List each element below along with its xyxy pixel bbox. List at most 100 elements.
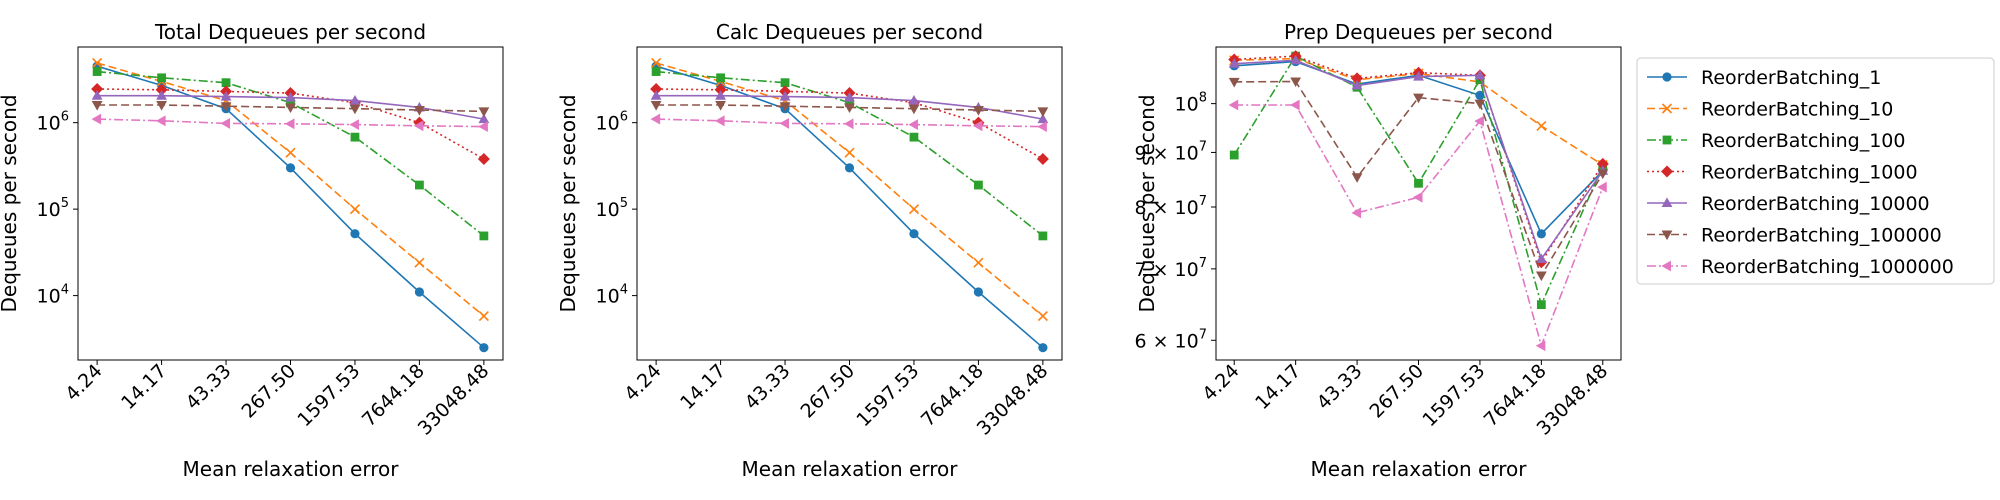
data-point (91, 90, 103, 100)
legend-item: ReorderBatching_100 (1647, 130, 1905, 152)
x-tick-label: 1597.53 (293, 360, 364, 431)
data-point (1413, 71, 1424, 81)
data-point (844, 163, 855, 173)
data-point (779, 91, 791, 101)
data-point (1475, 90, 1485, 100)
data-point (1474, 99, 1486, 110)
data-point (1038, 231, 1048, 241)
y-tick-exponent: 6 (61, 110, 69, 125)
legend-label: ReorderBatching_10 (1701, 99, 1893, 121)
series-ReorderBatching_100 (651, 67, 1048, 241)
data-point (909, 229, 919, 239)
data-point (220, 118, 231, 129)
data-point (413, 120, 424, 132)
y-tick-base: 10 (1175, 330, 1199, 352)
data-point (1535, 340, 1546, 352)
legend-marker (1662, 72, 1672, 82)
data-point (908, 94, 920, 105)
y-tick-exponent: 4 (620, 283, 628, 298)
x-tick-label: 4.24 (1198, 360, 1243, 405)
x-tick-label: 43.33 (741, 360, 795, 414)
x-tick-label: 33048.48 (414, 360, 494, 440)
y-tick-exponent: 7 (1199, 256, 1207, 271)
data-point (1037, 107, 1049, 117)
y-tick-exponent: 7 (1199, 194, 1207, 209)
data-point (779, 118, 790, 129)
data-point (1290, 99, 1300, 111)
series-ReorderBatching_10000 (1228, 54, 1609, 264)
series-ReorderBatching_100000 (91, 101, 490, 117)
chart-panel-1: Total Dequeues per second 4.24 14.17 43.33 2… (0, 20, 504, 481)
data-point (843, 118, 854, 130)
data-point (349, 104, 361, 115)
chart-title: Calc Dequeues per second (716, 20, 983, 44)
series-line (1234, 59, 1604, 261)
series-ReorderBatching_100 (92, 67, 489, 241)
x-tick-label: 43.33 (1313, 360, 1367, 414)
legend-label: ReorderBatching_100000 (1701, 225, 1942, 247)
y-tick-base: 10 (596, 286, 620, 308)
legend-label: ReorderBatching_1000 (1701, 162, 1918, 184)
series-ReorderBatching_100 (1229, 51, 1608, 310)
y-tick-exponent: 8 (1199, 91, 1207, 106)
legend-item: ReorderBatching_1000000 (1647, 256, 1954, 278)
x-tick-label: 1597.53 (852, 360, 923, 431)
data-point (1536, 120, 1547, 131)
y-tick-exponent: 7 (1199, 327, 1207, 342)
legend-label: ReorderBatching_100 (1701, 130, 1905, 152)
y-tick-label: 104 (37, 283, 69, 308)
series-ReorderBatching_1000000 (91, 113, 488, 133)
data-point (716, 73, 725, 83)
legend-marker (1661, 197, 1673, 207)
y-tick-mantissa: 9 × (1134, 142, 1174, 164)
data-point (844, 147, 855, 158)
data-point (91, 113, 102, 125)
y-tick-label: 8 × 107 (1134, 194, 1207, 219)
data-point (1290, 54, 1302, 65)
y-tick-label: 105 (596, 196, 628, 221)
series-ReorderBatching_1000000 (1228, 99, 1607, 352)
y-tick-exponent: 5 (620, 196, 628, 211)
legend-marker (1661, 230, 1673, 241)
legend-marker (1662, 135, 1672, 145)
data-point (1037, 121, 1047, 133)
y-tick-base: 10 (596, 113, 620, 135)
data-point (349, 94, 361, 105)
legend-marker (1661, 260, 1671, 272)
series-line (1234, 60, 1604, 236)
data-point (1536, 300, 1546, 310)
legend-label: ReorderBatching_10000 (1701, 193, 1930, 215)
data-point (908, 204, 920, 215)
legend-item: ReorderBatching_100000 (1647, 225, 1942, 247)
data-point (1228, 58, 1240, 68)
series-ReorderBatching_1000000 (650, 113, 1047, 133)
y-tick-base: 10 (37, 286, 61, 308)
data-point (909, 132, 919, 142)
data-point (478, 121, 488, 133)
data-point (1351, 173, 1363, 183)
data-point (478, 113, 490, 124)
data-point (844, 103, 855, 114)
data-point (414, 287, 425, 297)
data-point (92, 57, 103, 69)
data-point (651, 67, 661, 76)
y-tick-mantissa: 8 × (1134, 197, 1174, 219)
data-point (1351, 207, 1362, 219)
chart-panel-3: Prep Dequeues per second 4.24 14.17 43.3326… (1134, 20, 1622, 481)
data-point (908, 119, 918, 130)
data-point (715, 90, 726, 100)
data-point (715, 101, 726, 111)
data-point (845, 98, 854, 108)
y-tick-base: 10 (37, 199, 61, 221)
data-point (972, 120, 983, 132)
data-point (1474, 69, 1486, 80)
data-point (1036, 153, 1049, 166)
y-tick-label: 106 (596, 110, 628, 135)
data-point (478, 107, 490, 117)
data-point (479, 231, 489, 241)
y-tick-label: 108 (1175, 91, 1207, 116)
data-point (973, 106, 984, 116)
y-tick-base: 10 (1175, 197, 1199, 219)
legend-item: ReorderBatching_10000 (1647, 193, 1930, 215)
